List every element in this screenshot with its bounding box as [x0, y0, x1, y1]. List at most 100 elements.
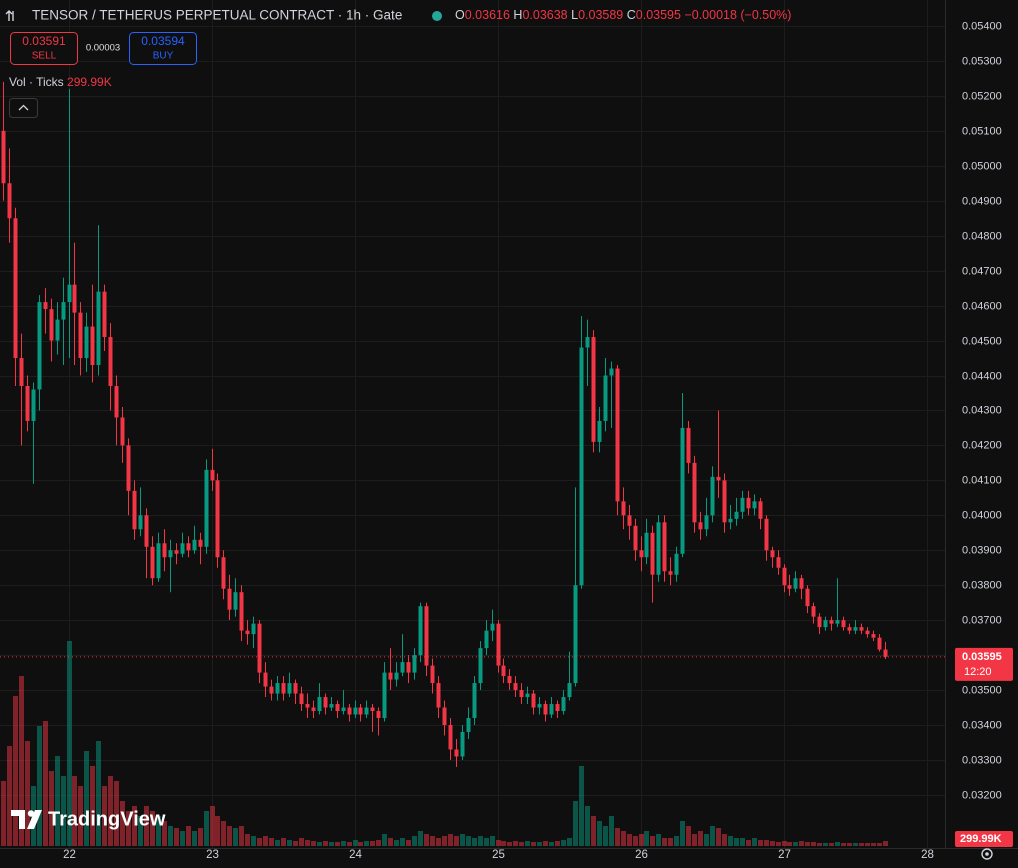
candle-body: [823, 620, 828, 628]
candle-body: [67, 284, 72, 303]
volume-bar: [728, 836, 733, 846]
volume-bar: [215, 816, 220, 846]
candle-body: [811, 606, 816, 617]
y-tick-label: 0.04200: [962, 439, 1002, 451]
candle-body: [490, 623, 495, 631]
volume-bar: [817, 843, 822, 846]
volume-bar: [388, 838, 393, 846]
candle-body: [19, 358, 24, 386]
volume-bar: [746, 840, 751, 846]
volume-bar: [293, 841, 298, 846]
sell-price[interactable]: 0.03591: [22, 34, 66, 48]
volume-bar: [198, 828, 203, 846]
buy-box[interactable]: [129, 32, 197, 65]
candle-body: [621, 501, 626, 516]
spread: 0.00003: [86, 43, 120, 54]
candle-body: [84, 326, 89, 359]
buy-button[interactable]: 0.03594 BUY: [129, 32, 197, 65]
candle-body: [376, 711, 381, 719]
volume-bar: [19, 676, 24, 846]
candle-body: [7, 183, 12, 219]
candle-body: [883, 649, 888, 657]
candle-body: [728, 518, 733, 523]
candle-body: [853, 627, 858, 631]
y-tick-label: 0.03500: [962, 684, 1002, 696]
x-tick-label: 23: [206, 849, 219, 861]
volume-bar: [871, 843, 876, 846]
candle-body: [227, 588, 232, 610]
volume-bar: [180, 831, 185, 846]
candle-body: [847, 627, 852, 631]
volume-bar: [752, 838, 757, 846]
volume-bar: [430, 836, 435, 846]
candle-body: [299, 693, 304, 705]
volume-bar: [96, 741, 101, 846]
candle-body: [865, 630, 870, 635]
volume-last-label: 299.99K: [960, 833, 1002, 845]
volume-bar: [448, 834, 453, 846]
volume-bar: [394, 840, 399, 846]
volume-bar: [442, 836, 447, 846]
volume-bar: [561, 840, 566, 846]
volume-bar: [436, 838, 441, 846]
candle-body: [13, 218, 18, 359]
y-tick-label: 0.04800: [962, 230, 1002, 242]
candle-body: [281, 683, 286, 694]
candle-body: [716, 476, 721, 481]
candle-body: [424, 606, 429, 666]
volume-bar: [603, 826, 608, 846]
buy-price[interactable]: 0.03594: [141, 34, 185, 48]
ohlc-change: −0.00018 (−0.50%): [684, 8, 791, 22]
settings-icon[interactable]: [981, 848, 993, 860]
candle-body: [835, 620, 840, 624]
candle-body: [537, 704, 542, 708]
candle-body: [245, 630, 250, 635]
volume-bar: [287, 840, 292, 846]
candle-body: [805, 588, 810, 607]
volume-bar: [317, 842, 322, 846]
candle-body: [734, 511, 739, 519]
volume-bar: [204, 811, 209, 846]
candle-body: [37, 302, 42, 390]
candle-body: [674, 553, 679, 575]
settings-button[interactable]: [981, 848, 993, 860]
volume-bar: [341, 841, 346, 846]
candle-body: [186, 543, 191, 551]
volume-bar: [567, 838, 572, 846]
collapse-button[interactable]: [9, 98, 38, 118]
volume-bar: [865, 843, 870, 846]
candle-body: [156, 543, 161, 579]
volume-bar: [877, 843, 882, 846]
y-tick-label: 0.04400: [962, 370, 1002, 382]
candle-body: [102, 291, 107, 338]
sell-button[interactable]: 0.03591 SELL: [10, 32, 78, 65]
buy-label[interactable]: BUY: [153, 51, 174, 62]
volume-bar: [662, 838, 667, 846]
volume-bar: [650, 836, 655, 846]
collapse-box[interactable]: [9, 98, 38, 118]
volume-bar: [108, 776, 113, 846]
volume-bar: [400, 838, 405, 846]
volume-bar: [680, 821, 685, 846]
volume-bar: [257, 838, 262, 846]
candle-body: [120, 417, 125, 446]
settings-icon-center[interactable]: [985, 852, 989, 856]
volume-last-box: [955, 831, 1013, 848]
candle-body: [150, 546, 155, 579]
candle-body: [168, 550, 173, 558]
volume-bar: [7, 746, 12, 846]
volume-bar: [656, 834, 661, 846]
sell-label[interactable]: SELL: [32, 51, 57, 62]
sell-box[interactable]: [10, 32, 78, 65]
collapse-icon[interactable]: [18, 104, 29, 111]
logo-mark: [11, 810, 42, 829]
volume-bar: [1, 781, 6, 846]
volume-bar: [162, 821, 167, 846]
volume-bar: [579, 766, 584, 846]
candle-body: [275, 683, 280, 694]
volume-bar: [323, 841, 328, 846]
candle-body: [347, 707, 352, 715]
candle-body: [567, 683, 572, 698]
candle-body: [513, 683, 518, 691]
candle-body: [204, 469, 209, 547]
